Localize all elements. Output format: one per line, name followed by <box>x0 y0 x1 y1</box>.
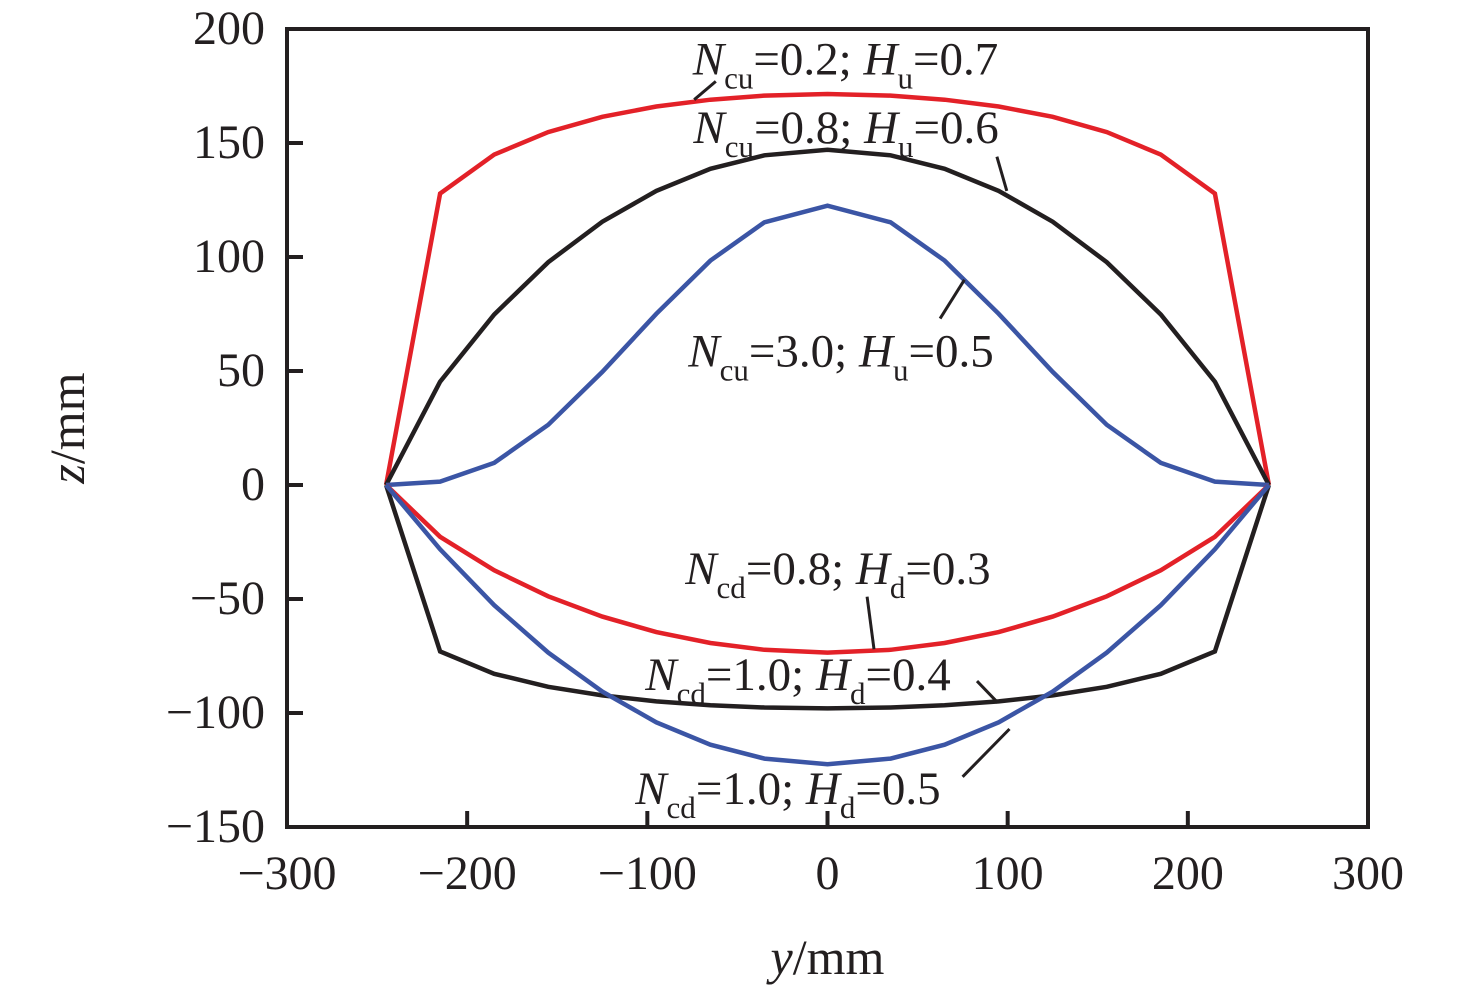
curve-lower-black <box>383 484 1272 711</box>
y-tick-label: −150 <box>166 800 265 853</box>
leader-upper-red <box>693 80 717 101</box>
y-axis: −150 −100 −50 0 50 100 150 200 <box>166 2 303 853</box>
curve-lower-red <box>384 483 1271 655</box>
x-tick-label: 200 <box>1152 847 1224 900</box>
curve-upper-blue <box>385 203 1270 488</box>
y-tick-label: 0 <box>241 458 265 511</box>
label-upper-blue: Ncu=3.0; Hu=0.5 <box>687 325 993 387</box>
label-lower-red: Ncd=0.8; Hd=0.3 <box>684 543 990 605</box>
leader-upper-black <box>995 156 1009 192</box>
curve-lower-blue <box>384 483 1271 767</box>
y-tick-label: 200 <box>193 2 265 55</box>
label-upper-red: Ncu=0.2; Hu=0.7 <box>692 34 998 96</box>
leader-lower-red <box>865 596 876 650</box>
x-tick-label: −100 <box>598 847 697 900</box>
curve-upper-red <box>383 91 1272 486</box>
curve-upper-black <box>384 147 1271 487</box>
y-tick-label: 150 <box>193 116 265 169</box>
label-lower-black: Ncd=1.0; Hd=0.4 <box>644 649 950 711</box>
x-tick-label: 100 <box>972 847 1044 900</box>
label-upper-black: Ncu=0.8; Hu=0.6 <box>692 102 998 164</box>
y-tick-label: −50 <box>190 572 265 625</box>
y-axis-title: z/mm <box>39 372 95 484</box>
y-tick-label: 100 <box>193 230 265 283</box>
x-tick-label: −200 <box>418 847 517 900</box>
label-lower-blue: Ncd=1.0; Hd=0.5 <box>634 763 940 825</box>
series-group <box>383 91 1272 767</box>
x-tick-label: −300 <box>237 847 336 900</box>
x-axis: −300 −200 −100 0 100 200 300 <box>237 811 1404 900</box>
leader-lower-black <box>975 680 999 704</box>
leader-lower-blue <box>961 727 1011 778</box>
leader-upper-blue <box>938 279 966 320</box>
y-tick-label: 50 <box>217 344 265 397</box>
x-tick-label: 300 <box>1332 847 1404 900</box>
x-tick-label: 0 <box>816 847 840 900</box>
y-tick-label: −100 <box>166 686 265 739</box>
x-axis-title: y/mm <box>766 929 885 985</box>
